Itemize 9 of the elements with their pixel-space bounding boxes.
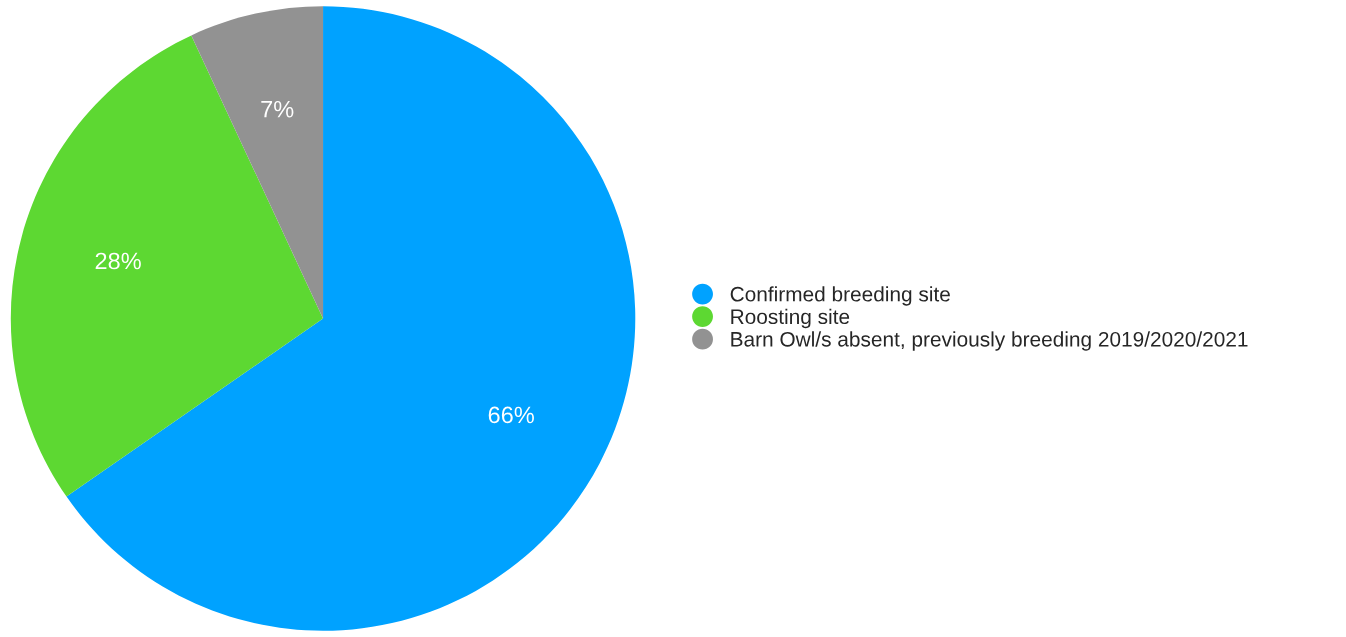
data-label: 66% xyxy=(488,406,534,424)
legend-label: Roosting site xyxy=(731,308,850,329)
pie-slice xyxy=(66,6,636,631)
legend-label: Confirmed breeding site xyxy=(730,286,950,306)
data-label: 7% xyxy=(261,100,294,118)
pie-slice xyxy=(10,35,324,497)
data-label: 28% xyxy=(95,252,141,270)
pie-slice xyxy=(191,6,324,319)
legend-label: Barn Owl/s absent, previously breeding 2019/2020/2021 xyxy=(731,331,1248,351)
